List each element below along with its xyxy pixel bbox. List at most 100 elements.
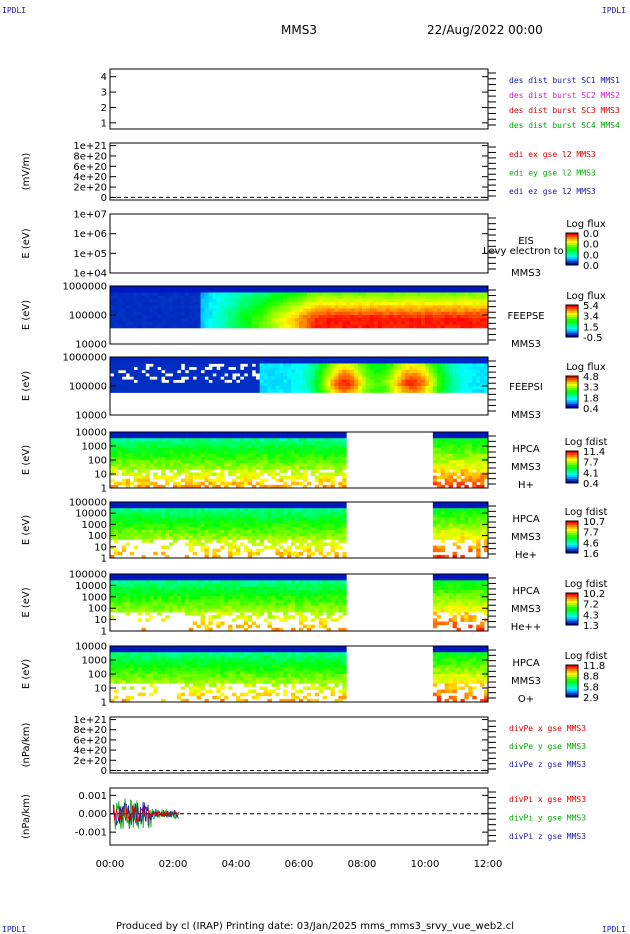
spectrogram-cell [200,382,205,387]
spectrogram-cell [468,369,473,374]
spectrogram-cell [133,526,138,531]
spectrogram-cell [413,366,418,371]
spectrogram-cell [322,466,327,470]
spectrogram-cell [295,475,300,480]
spectrogram-cell [460,466,465,470]
spectrogram-cell [295,389,300,393]
spectrogram-cell [212,514,217,518]
spectrogram-cell [460,450,465,455]
spectrogram-cell [267,292,272,297]
spectrogram-cell [247,444,253,448]
spectrogram-cell [145,438,150,442]
spectrogram-cell [436,469,442,473]
spectrogram-cell [484,466,489,470]
spectrogram-cell [306,382,312,387]
spectrogram-cell [432,357,438,361]
spectrogram-cell [354,376,359,380]
spectrogram-cell [180,453,186,458]
spectrogram-cell [259,360,264,364]
spectrogram-cell [145,360,150,364]
spectrogram-cell [362,308,367,313]
spectrogram-cell [110,447,115,452]
spectrogram-cell [393,357,398,361]
spectrogram-cell [326,460,331,464]
spectrogram-cell [295,382,300,387]
spectrogram-cell [224,286,229,290]
spectrogram-cell [440,548,446,553]
spectrogram-cell [330,502,335,506]
spectrogram-cell [452,530,457,534]
spectrogram-cell [432,289,438,293]
spectrogram-cell [149,514,154,518]
spectrogram-cell [220,286,225,290]
spectrogram-cell [113,589,119,594]
spectrogram-cell [295,520,300,525]
spectrogram-cell [295,533,300,537]
spectrogram-cell [145,502,150,506]
spectrogram-cell [243,505,249,509]
spectrogram-cell [476,536,481,540]
spectrogram-cell [133,517,138,522]
colorbar-segment [566,245,578,248]
spectrogram-cell [444,469,450,473]
spectrogram-cell [377,376,383,380]
spectrogram-cell [291,373,296,377]
spectrogram-cell [299,475,304,480]
spectrogram-cell [208,481,213,486]
spectrogram-cell [271,508,276,512]
spectrogram-cell [302,508,308,512]
colorbar-title: Log flux [566,219,606,230]
spectrogram-cell [161,505,166,509]
y-tick-label: 10000 [75,509,107,520]
spectrogram-cell [472,523,477,528]
spectrogram-cell [322,386,327,390]
spectrogram-cell [133,389,138,393]
spectrogram-cell [342,460,347,464]
spectrogram-cell [129,289,135,293]
spectrogram-cell [113,379,119,384]
spectrogram-cell [472,450,477,455]
spectrogram-cell [385,286,390,290]
spectrogram-cell [381,321,387,326]
spectrogram-cell [401,382,406,387]
colorbar-segment [566,451,578,454]
spectrogram-cell [342,481,347,486]
spectrogram-cell [385,376,390,380]
spectrogram-cell [362,318,367,322]
spectrogram-cell [342,475,347,480]
spectrogram-cell [346,360,351,364]
spectrogram-cell [283,302,288,306]
spectrogram-cell [169,456,174,461]
spectrogram-cell [157,311,162,316]
spectrogram-cell [125,511,131,515]
spectrogram-cell [452,466,457,470]
spectrogram-cell [306,324,312,329]
spectrogram-cell [208,286,213,290]
species-label: MMS3 [511,339,541,350]
spectrogram-cell [472,481,477,486]
spectrogram-cell [184,389,190,393]
spectrogram-cell [188,520,194,525]
y-tick-label: 10000 [75,411,107,422]
spectrogram-cell [113,376,119,380]
spectrogram-cell [121,298,127,303]
spectrogram-cell [216,517,221,522]
spectrogram-cell [405,302,410,306]
spectrogram-cell [275,315,280,319]
spectrogram-cell [267,469,272,473]
spectrogram-cell [243,450,249,455]
spectrogram-cell [476,357,481,361]
spectrogram-cell [456,363,461,368]
spectrogram-cell [326,526,331,531]
spectrogram-cell [228,318,233,322]
spectrogram-cell [460,469,465,473]
spectrogram-cell [161,302,166,306]
spectrogram-cell [299,382,304,387]
spectrogram-cell [452,502,457,506]
spectrogram-cell [338,435,343,439]
spectrogram-cell [255,551,261,556]
spectrogram-cell [173,475,178,480]
spectrogram-cell [436,357,442,361]
spectrogram-cell [310,520,316,525]
spectrogram-cell [369,321,375,326]
